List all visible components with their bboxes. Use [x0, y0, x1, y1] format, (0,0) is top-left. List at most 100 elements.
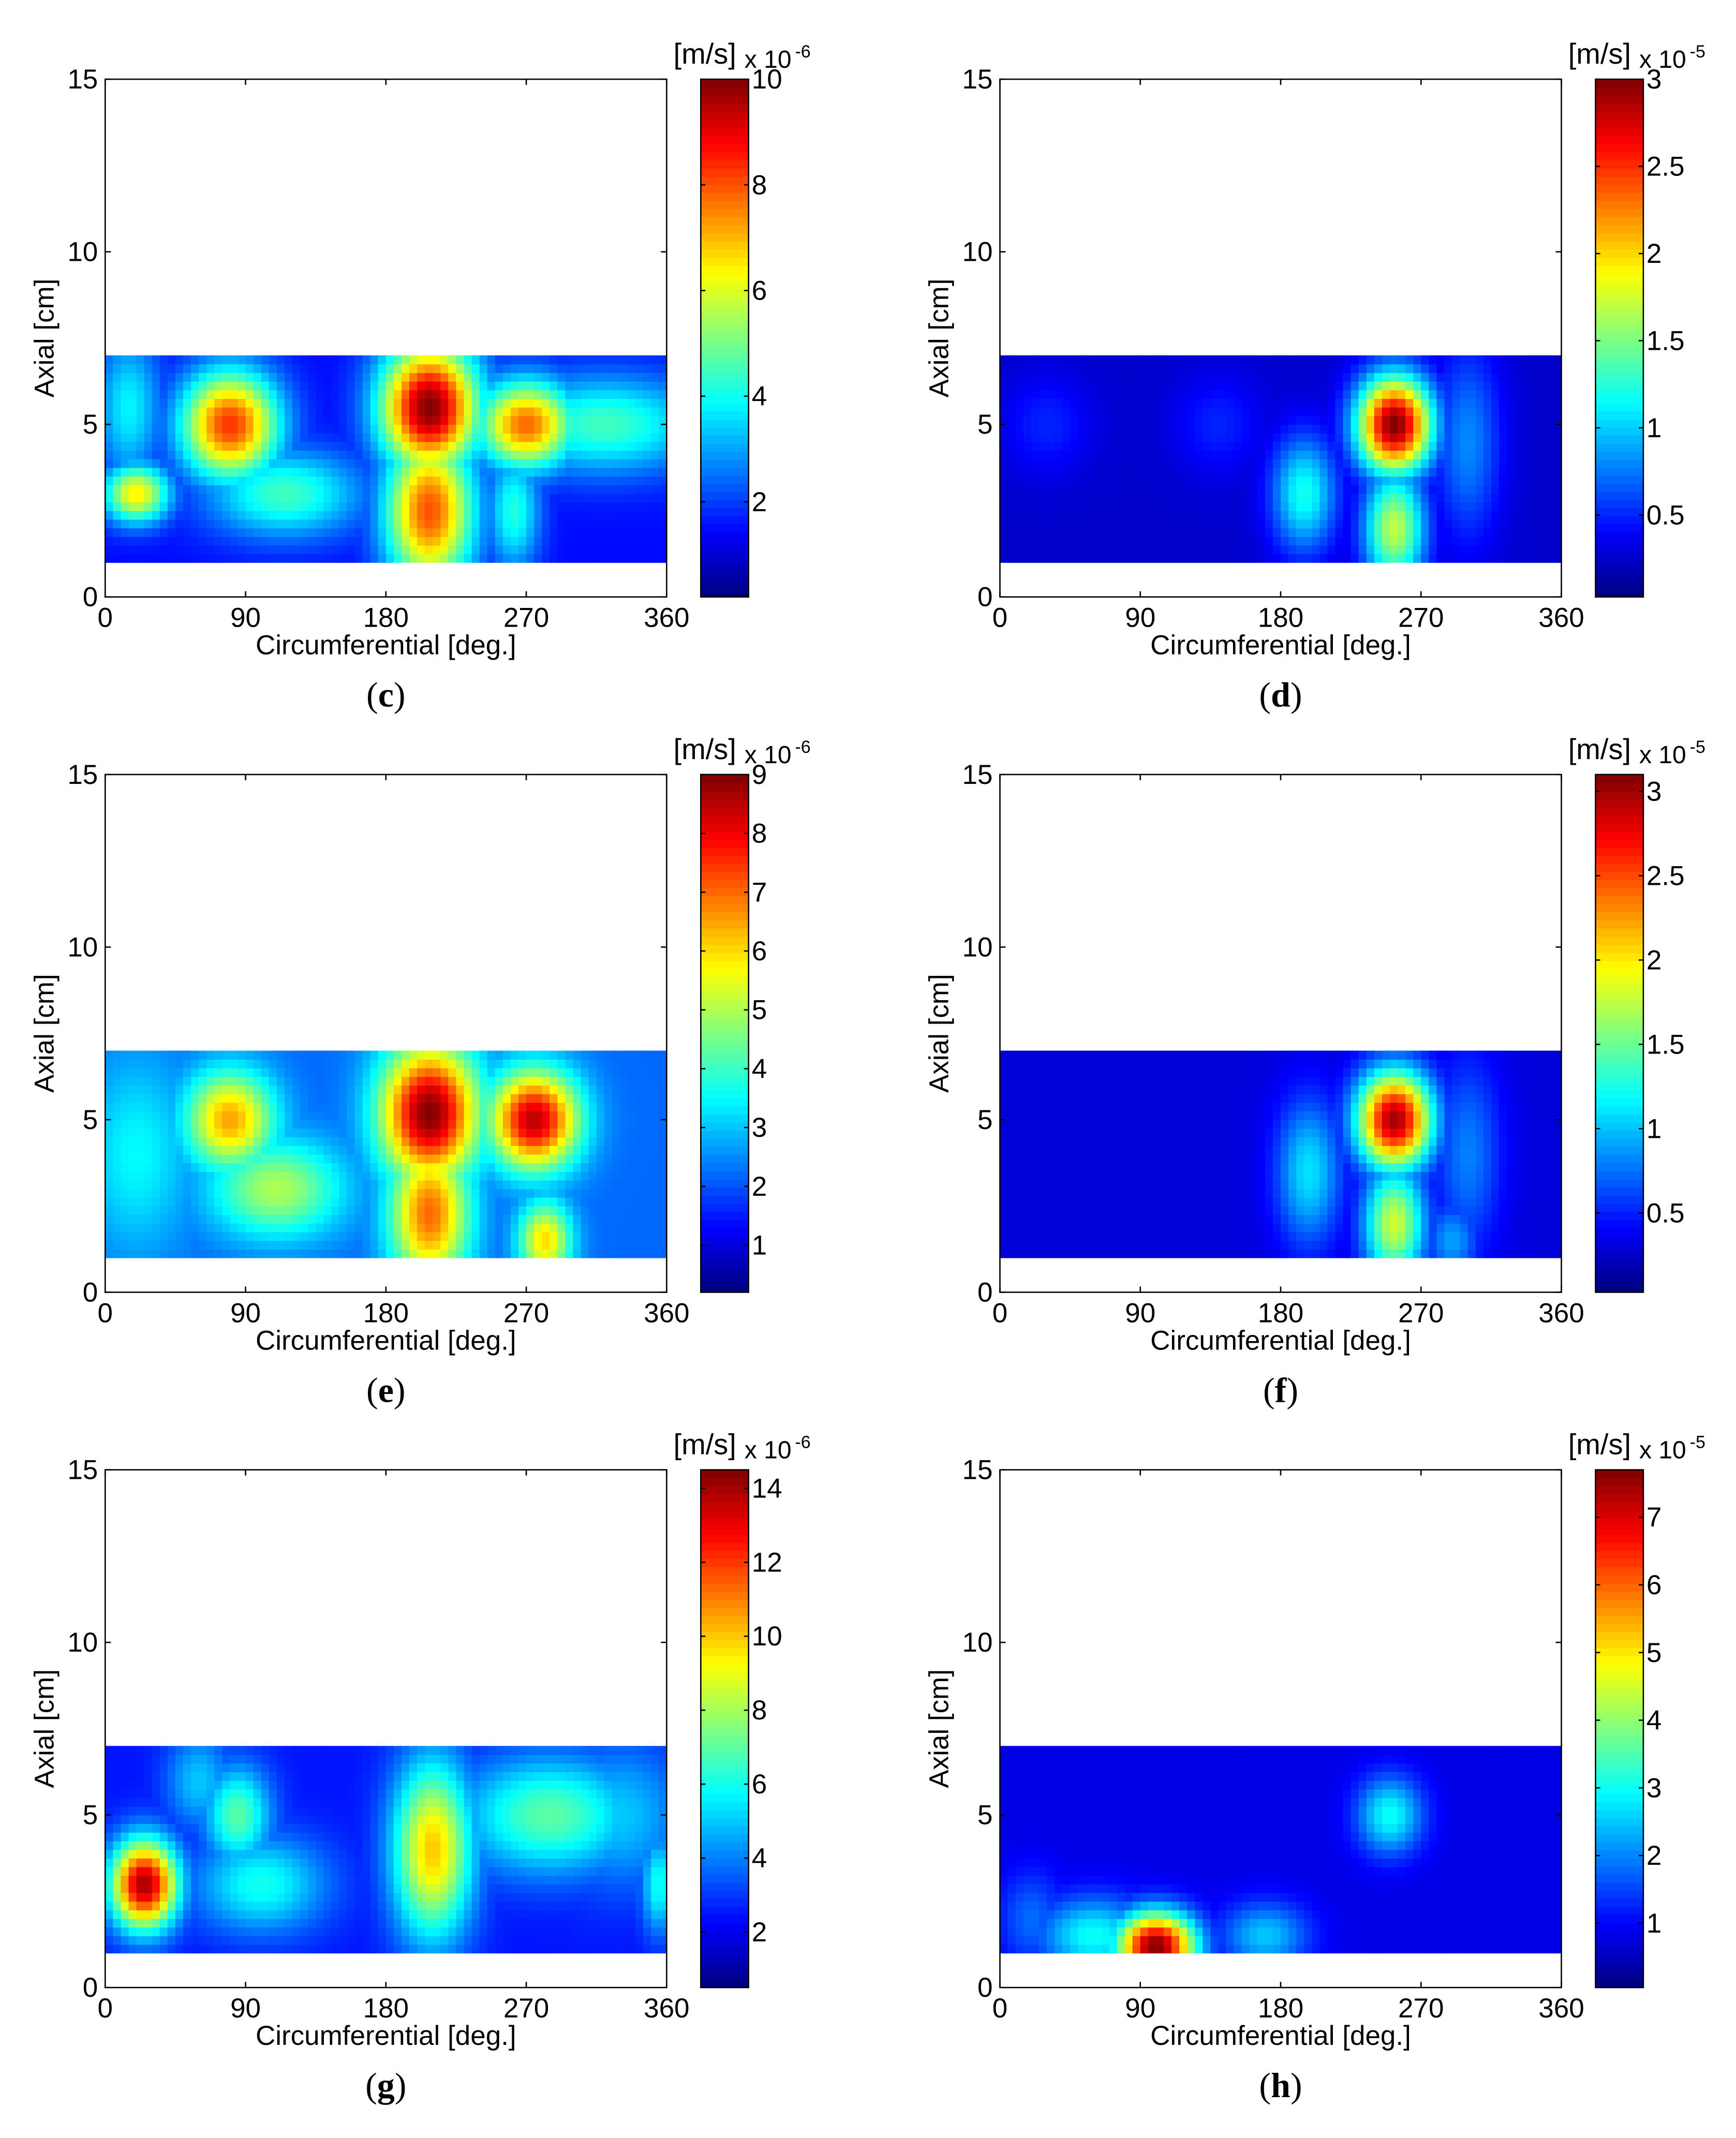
- heatmap-cell: [1483, 545, 1492, 555]
- heatmap-cell: [284, 433, 293, 442]
- heatmap-cell: [144, 1214, 153, 1224]
- heatmap-cell: [409, 1059, 418, 1068]
- heatmap-cell: [121, 1137, 129, 1146]
- heatmap-cell: [128, 390, 137, 399]
- heatmap-cell: [113, 1163, 122, 1172]
- heatmap-cell: [401, 1128, 410, 1138]
- heatmap-cell: [1312, 355, 1320, 365]
- heatmap-cell: [136, 1154, 145, 1164]
- heatmap-cell: [354, 355, 363, 365]
- heatmap-cell: [643, 536, 651, 546]
- heatmap-cell: [401, 433, 410, 442]
- heatmap-cell: [1265, 510, 1273, 520]
- heatmap-cell: [550, 433, 558, 442]
- heatmap-cell: [269, 1067, 277, 1077]
- heatmap-cell: [635, 545, 644, 555]
- heatmap-cell: [550, 519, 558, 529]
- heatmap-cell: [393, 450, 402, 459]
- heatmap-cell: [362, 1128, 371, 1138]
- heatmap-cell: [159, 1059, 168, 1068]
- heatmap-cell: [565, 519, 574, 529]
- heatmap-cell: [1226, 450, 1235, 459]
- heatmap-cell: [144, 1067, 153, 1077]
- heatmap-cell: [230, 441, 239, 451]
- heatmap-cell: [456, 424, 465, 434]
- heatmap-cell: [588, 415, 597, 425]
- heatmap-cell: [1109, 458, 1118, 468]
- heatmap-cell: [464, 364, 472, 373]
- heatmap-cell: [433, 1102, 441, 1112]
- heatmap-cell: [159, 467, 168, 477]
- heatmap-cell: [308, 1249, 316, 1258]
- heatmap-cell: [1538, 415, 1547, 425]
- heatmap-cell: [1203, 502, 1211, 511]
- heatmap-cell: [448, 493, 457, 503]
- heatmap-cell: [612, 476, 620, 485]
- heatmap-cell: [1538, 493, 1547, 503]
- heatmap-cell: [1070, 398, 1078, 408]
- heatmap-cell: [1015, 381, 1024, 391]
- heatmap-cell: [323, 1197, 332, 1207]
- heatmap-cell: [354, 1154, 363, 1164]
- x-tick-label: 0: [98, 603, 113, 633]
- heatmap-cell: [378, 1145, 387, 1155]
- heatmap-cell: [300, 476, 308, 485]
- heatmap-cell: [464, 1189, 472, 1198]
- heatmap-cell: [440, 1171, 449, 1181]
- heatmap-cell: [206, 554, 215, 563]
- heatmap-cell: [1538, 467, 1547, 477]
- heatmap-cell: [1546, 373, 1554, 382]
- heatmap-cell: [1304, 364, 1313, 373]
- heatmap-cell: [1507, 476, 1515, 485]
- heatmap-cell: [1366, 415, 1375, 425]
- heatmap-cell: [245, 493, 254, 503]
- heatmap-cell: [300, 1197, 308, 1207]
- heatmap-cell: [199, 1050, 207, 1060]
- heatmap-cell: [619, 398, 628, 408]
- heatmap-cell: [502, 1154, 511, 1164]
- heatmap-cell: [581, 373, 589, 382]
- heatmap-cell: [1327, 484, 1336, 494]
- heatmap-cell: [1358, 493, 1367, 503]
- heatmap-cell: [502, 536, 511, 546]
- heatmap-cell: [1507, 364, 1515, 373]
- heatmap-cell: [1195, 398, 1204, 408]
- heatmap-cell: [238, 1171, 246, 1181]
- heatmap-cell: [1436, 450, 1445, 459]
- heatmap-cell: [316, 1214, 324, 1224]
- heatmap-cell: [565, 502, 574, 511]
- heatmap-cell: [105, 510, 114, 520]
- heatmap-cell: [159, 476, 168, 485]
- heatmap-cell: [1023, 545, 1032, 555]
- heatmap-cell: [1491, 458, 1500, 468]
- heatmap-cell: [339, 364, 348, 373]
- heatmap-cell: [510, 510, 519, 520]
- heatmap-cell: [1187, 415, 1196, 425]
- heatmap-cell: [479, 1163, 488, 1172]
- heatmap-cell: [222, 484, 231, 494]
- heatmap-cell: [1304, 493, 1313, 503]
- heatmap-cell: [152, 502, 160, 511]
- heatmap-cell: [105, 1111, 114, 1120]
- heatmap-cell: [284, 528, 293, 537]
- heatmap-cell: [1218, 450, 1227, 459]
- heatmap-cell: [1498, 355, 1507, 365]
- heatmap-cell: [627, 381, 636, 391]
- heatmap-cell: [495, 1214, 503, 1224]
- colorbar-segment: [701, 322, 749, 331]
- heatmap-cell: [316, 476, 324, 485]
- heatmap-cell: [612, 545, 620, 555]
- heatmap-cell: [308, 1085, 316, 1094]
- heatmap-cell: [1195, 441, 1204, 451]
- heatmap-cell: [113, 1067, 122, 1077]
- heatmap-cell: [456, 433, 465, 442]
- heatmap-cell: [1304, 528, 1313, 537]
- heatmap-cell: [448, 1137, 457, 1146]
- heatmap-cell: [1054, 398, 1063, 408]
- heatmap-cell: [128, 450, 137, 459]
- heatmap-cell: [1155, 458, 1164, 468]
- heatmap-cell: [1374, 390, 1383, 399]
- heatmap-cell: [347, 1231, 355, 1241]
- heatmap-cell: [378, 510, 387, 520]
- heatmap-cell: [1249, 502, 1258, 511]
